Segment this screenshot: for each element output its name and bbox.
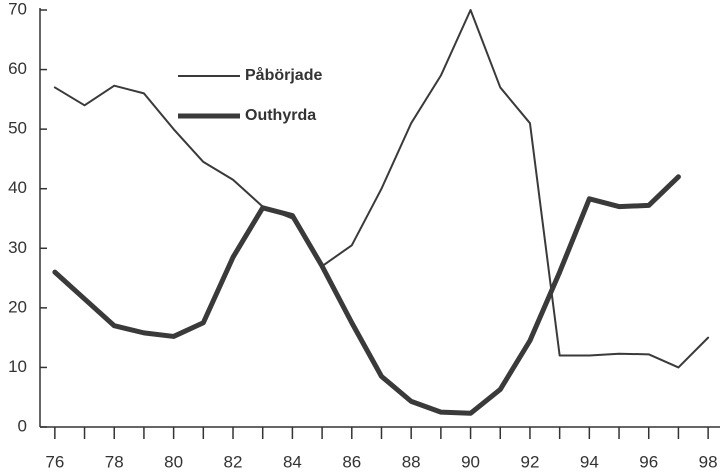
x-tick-label: 88	[402, 452, 421, 471]
x-tick-label: 84	[283, 452, 302, 471]
x-tick-label: 82	[224, 452, 243, 471]
y-tick-label: 10	[8, 357, 27, 376]
y-tick-label: 0	[18, 416, 27, 435]
y-tick-label: 40	[8, 178, 27, 197]
y-tick-label: 20	[8, 297, 27, 316]
series-line	[53, 9, 710, 369]
x-tick-label: 96	[639, 452, 658, 471]
y-tick-label: 60	[8, 59, 27, 78]
x-tick-label: 92	[520, 452, 539, 471]
legend-label: Påbörjade	[245, 66, 322, 84]
legend-label: Outhyrda	[245, 107, 316, 124]
x-tick-label: 76	[45, 452, 64, 471]
x-tick-label: 78	[105, 452, 124, 471]
x-tick-label: 90	[461, 452, 480, 471]
x-tick-label: 94	[580, 452, 599, 471]
x-tick-label: 80	[164, 452, 183, 471]
y-tick-label: 70	[8, 0, 27, 18]
y-tick-label: 30	[8, 238, 27, 257]
series-line	[52, 174, 681, 416]
y-tick-label: 50	[8, 119, 27, 138]
x-tick-label: 86	[342, 452, 361, 471]
x-tick-label: 98	[699, 452, 718, 471]
